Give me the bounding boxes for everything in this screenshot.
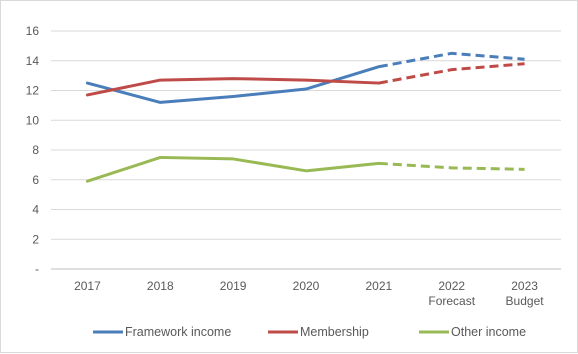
x-tick-label-line: Forecast [428, 294, 475, 308]
x-tick-label: 2017 [74, 279, 101, 293]
y-tick-label: 12 [26, 84, 40, 98]
x-tick-label: 2022 Forecast [428, 279, 475, 308]
series-line-actual [85, 77, 381, 97]
series-line-projected [378, 62, 525, 85]
x-tick-label: 2020 [293, 279, 320, 293]
x-tick-label: 2023 Budget [506, 279, 545, 308]
x-axis-ticks: 2017 2018 2019 2020 2021 2022 Forecast 2023 Budg… [74, 279, 544, 308]
x-tick-label-line: 2018 [147, 279, 174, 293]
x-tick-label-line: 2019 [220, 279, 247, 293]
x-tick-label: 2019 [220, 279, 247, 293]
x-tick-label-line: Budget [506, 294, 545, 308]
y-tick-label: 14 [26, 54, 40, 68]
legend-label: Membership [300, 325, 369, 339]
x-tick-label-line: 2021 [366, 279, 393, 293]
x-tick-label-line: 2020 [293, 279, 320, 293]
legend: Framework income Membership Other income [93, 325, 526, 339]
x-tick-label-line: 2022 [438, 279, 465, 293]
y-tick-label: 10 [26, 113, 40, 127]
y-tick-label: 6 [32, 173, 39, 187]
x-tick-label-line: 2017 [74, 279, 101, 293]
x-tick-label: 2018 [147, 279, 174, 293]
gridlines [51, 30, 561, 270]
legend-label: Framework income [125, 325, 231, 339]
x-tick-label: 2021 [366, 279, 393, 293]
series-line-actual [85, 155, 381, 183]
y-tick-label: 4 [32, 203, 39, 217]
series-line-projected [378, 161, 525, 171]
legend-label: Other income [451, 325, 526, 339]
y-axis-ticks: - 2 4 6 8 10 12 14 16 [26, 24, 40, 276]
y-tick-label: 2 [32, 232, 39, 246]
series-lines [85, 51, 525, 183]
y-tick-label: - [35, 262, 39, 276]
x-tick-label-line: 2023 [511, 279, 538, 293]
series-line-projected [378, 51, 525, 69]
y-tick-label: 8 [32, 143, 39, 157]
y-tick-label: 16 [26, 24, 40, 38]
